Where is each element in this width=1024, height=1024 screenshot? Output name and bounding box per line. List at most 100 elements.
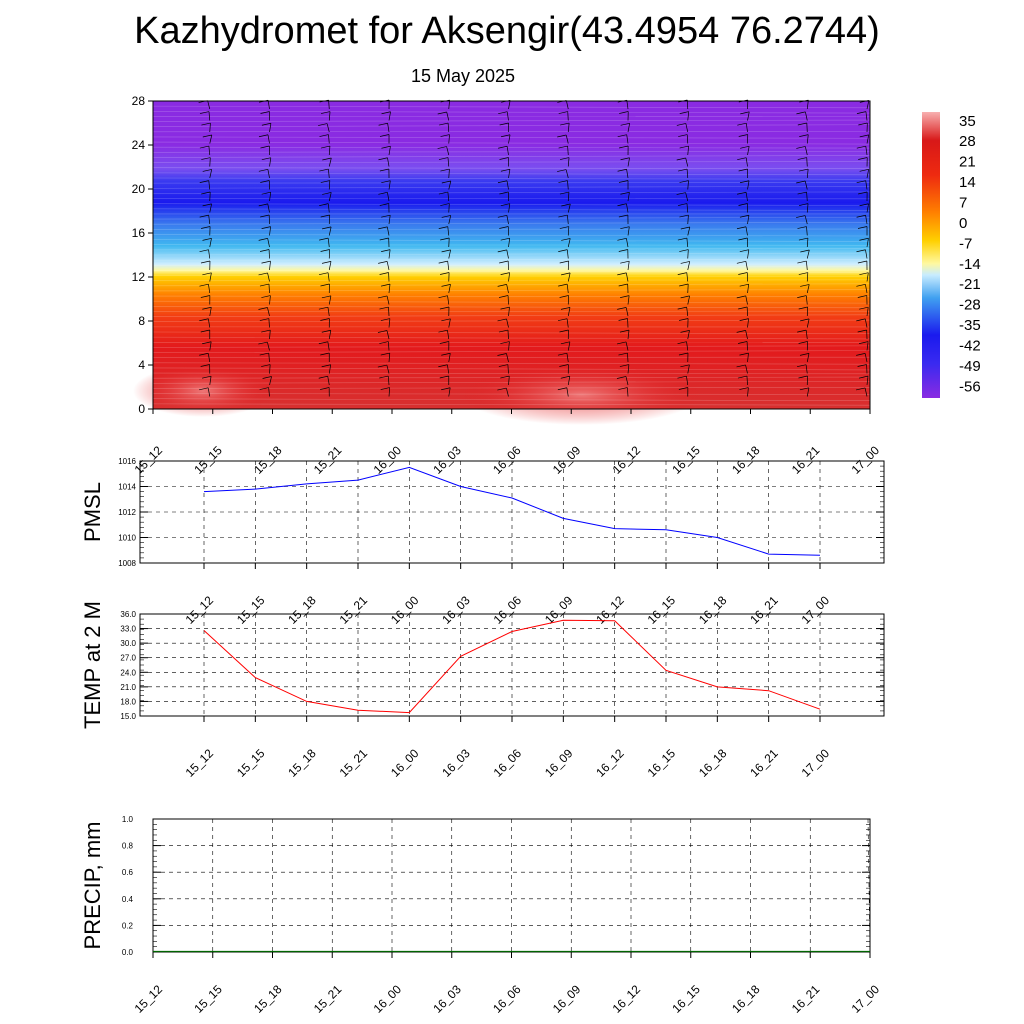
wind-barb (448, 203, 450, 213)
wind-barb-flag (261, 295, 271, 298)
temperature-contour (152, 239, 871, 242)
wind-barb (326, 123, 330, 133)
wind-barb-flag (261, 122, 272, 126)
wind-barb (388, 249, 391, 259)
x-tick-label: 16_18 (729, 443, 763, 477)
wind-barb-flag (377, 295, 388, 299)
wind-barb (268, 284, 270, 294)
wind-barb (208, 249, 211, 259)
wind-barb-flag (201, 375, 212, 379)
x-tick-label: 15_18 (285, 746, 319, 780)
wind-barb-flag (199, 214, 209, 218)
wind-barb-flag (438, 295, 448, 299)
wind-barb (208, 146, 211, 156)
wind-barb-flag (558, 249, 568, 252)
wind-barb (209, 123, 211, 133)
wind-barb-flag (618, 283, 628, 287)
wind-barb-flag (377, 330, 388, 333)
temperature-contour (152, 141, 871, 145)
y-tick-label: 36.0 (120, 610, 136, 619)
wind-barb (209, 307, 212, 317)
wind-barb (865, 284, 868, 294)
wind-barb-flag (319, 237, 329, 241)
wind-barb-flag (379, 306, 389, 310)
wind-barb (387, 376, 390, 386)
wind-barb (328, 111, 331, 121)
wind-barb (388, 284, 391, 294)
wind-barb-flag (557, 352, 568, 356)
wind-barb-flag (679, 180, 689, 183)
wind-barb (806, 134, 809, 144)
wind-barb (747, 387, 749, 397)
panel-frame (139, 613, 885, 717)
temperature-contour (152, 234, 871, 237)
wind-barb (327, 341, 330, 351)
wind-barb-flag (737, 375, 748, 379)
wind-barb-flag (438, 157, 449, 160)
wind-barb-flag (800, 284, 810, 287)
wind-barb (806, 284, 810, 294)
wind-barb-flag (322, 226, 332, 230)
wind-barb-flag (260, 214, 270, 218)
wind-barb (567, 238, 571, 248)
wind-barb-flag (258, 272, 268, 276)
y-tick-label: 1014 (118, 483, 136, 492)
wind-barb (627, 123, 630, 133)
wind-barb-flag (679, 283, 689, 287)
wind-barb (806, 203, 809, 213)
wind-barb-flag (738, 306, 748, 310)
wind-barb-flag (261, 226, 271, 229)
wind-barb-flag (558, 214, 568, 218)
wind-barb-flag (857, 364, 867, 367)
wind-barb-flag (202, 203, 212, 207)
wind-barb-flag (499, 260, 509, 264)
wind-barb (207, 318, 211, 328)
temperature-contour (152, 295, 871, 297)
wind-barb-flag (620, 157, 630, 161)
wind-barb (387, 123, 390, 133)
wind-barb-flag (439, 341, 449, 344)
wind-barb-flag (680, 261, 690, 264)
wind-barb-flag (859, 341, 869, 344)
wind-barb-flag (438, 329, 448, 333)
wind-barb-flag (676, 157, 686, 161)
x-tick-label: 16_00 (388, 593, 422, 627)
wind-barb-flag (199, 352, 209, 356)
wind-barb-flag (618, 387, 628, 390)
temperature-contour (152, 300, 871, 304)
wind-barb-flag (441, 284, 451, 287)
wind-barb-flag (558, 111, 568, 114)
wind-barb (208, 284, 211, 294)
wind-barb (328, 226, 332, 236)
wind-barb-flag (679, 318, 689, 321)
wind-barb-flag (797, 191, 807, 195)
temperature-contour (152, 191, 871, 194)
wind-barb (386, 330, 390, 340)
x-tick-label: 15_15 (191, 982, 225, 1016)
wind-barb-flag (440, 168, 450, 172)
wind-barb-flag (857, 260, 867, 264)
wind-barb-flag (379, 341, 389, 344)
wind-barb (388, 146, 391, 156)
wind-barb-flag (380, 387, 390, 390)
wind-barb (328, 295, 332, 305)
temperature-contour (152, 217, 871, 220)
wind-barb-flag (261, 157, 271, 161)
wind-barb (625, 307, 629, 317)
wind-barb (447, 123, 450, 133)
wind-barb (448, 318, 451, 328)
wind-barb-flag (796, 215, 806, 218)
wind-barb-flag (798, 237, 808, 241)
wind-barb-flag (379, 237, 389, 241)
wind-barb-flag (859, 237, 869, 241)
wind-barb (745, 192, 748, 202)
wind-barb-flag (857, 295, 867, 298)
wind-barb-flag (800, 318, 810, 322)
temperature-contour (152, 275, 871, 277)
wind-barb (508, 307, 510, 317)
wind-barb-flag (738, 272, 748, 275)
wind-barb-flag (258, 341, 268, 345)
wind-barb (566, 387, 569, 397)
wind-barb (269, 330, 271, 340)
wind-barb (328, 261, 332, 271)
